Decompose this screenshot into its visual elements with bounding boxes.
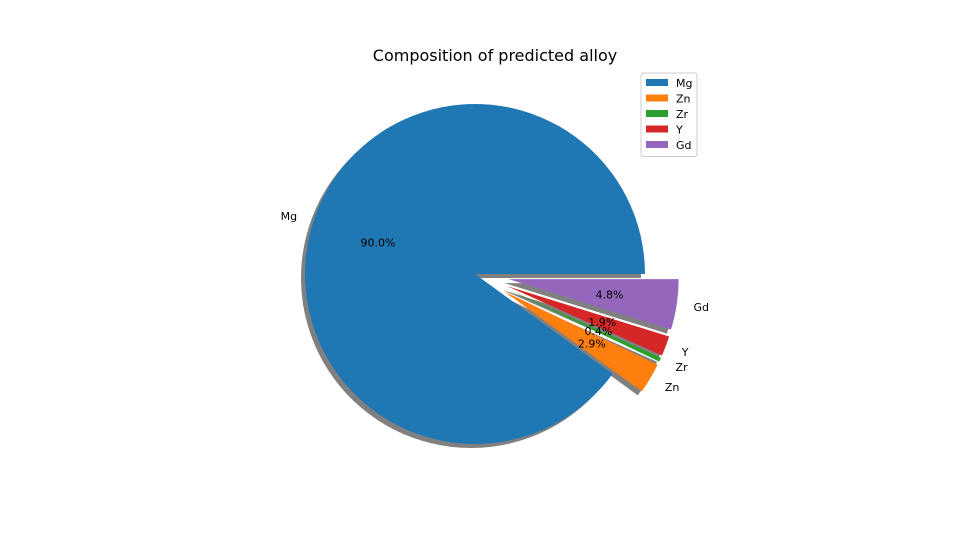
slice-mg: [305, 104, 645, 445]
slice-label-mg: Mg: [281, 210, 297, 223]
slice-pct-zn: 2.9%: [578, 338, 606, 351]
legend-label-zr: Zr: [676, 108, 689, 121]
slice-label-zn: Zn: [665, 381, 680, 394]
legend-swatch-mg: [646, 79, 668, 86]
legend-label-gd: Gd: [676, 139, 692, 152]
slice-label-gd: Gd: [693, 301, 709, 314]
legend-frame: [640, 72, 698, 157]
slice-pct-mg: 90.0%: [361, 236, 396, 249]
chart-title: Composition of predicted alloy: [373, 46, 617, 65]
slice-labels: Mg 90.0% Zn 2.9% Zr 0.4% Y 1.9% Gd 4.8%: [281, 210, 709, 394]
legend-label-y: Y: [675, 124, 683, 137]
legend-label-zn: Zn: [676, 93, 691, 106]
slice-zn: [504, 291, 658, 392]
slice-pct-y: 1.9%: [588, 316, 616, 329]
slice-y: [506, 286, 670, 356]
slice-zr: [505, 288, 662, 362]
legend: Mg Zn Zr Y Gd: [640, 72, 698, 157]
legend-swatch-y: [646, 125, 668, 133]
legend-swatch-zr: [646, 110, 668, 117]
slice-label-y: Y: [681, 346, 689, 359]
slice-pct-gd: 4.8%: [595, 288, 623, 301]
legend-swatch-gd: [646, 141, 668, 148]
legend-swatch-zn: [646, 94, 668, 102]
pie-slices: [305, 104, 679, 445]
legend-label-mg: Mg: [676, 77, 692, 90]
slice-gd: [508, 279, 679, 330]
slice-pct-zr: 0.4%: [584, 325, 612, 338]
slice-label-zr: Zr: [676, 361, 689, 374]
